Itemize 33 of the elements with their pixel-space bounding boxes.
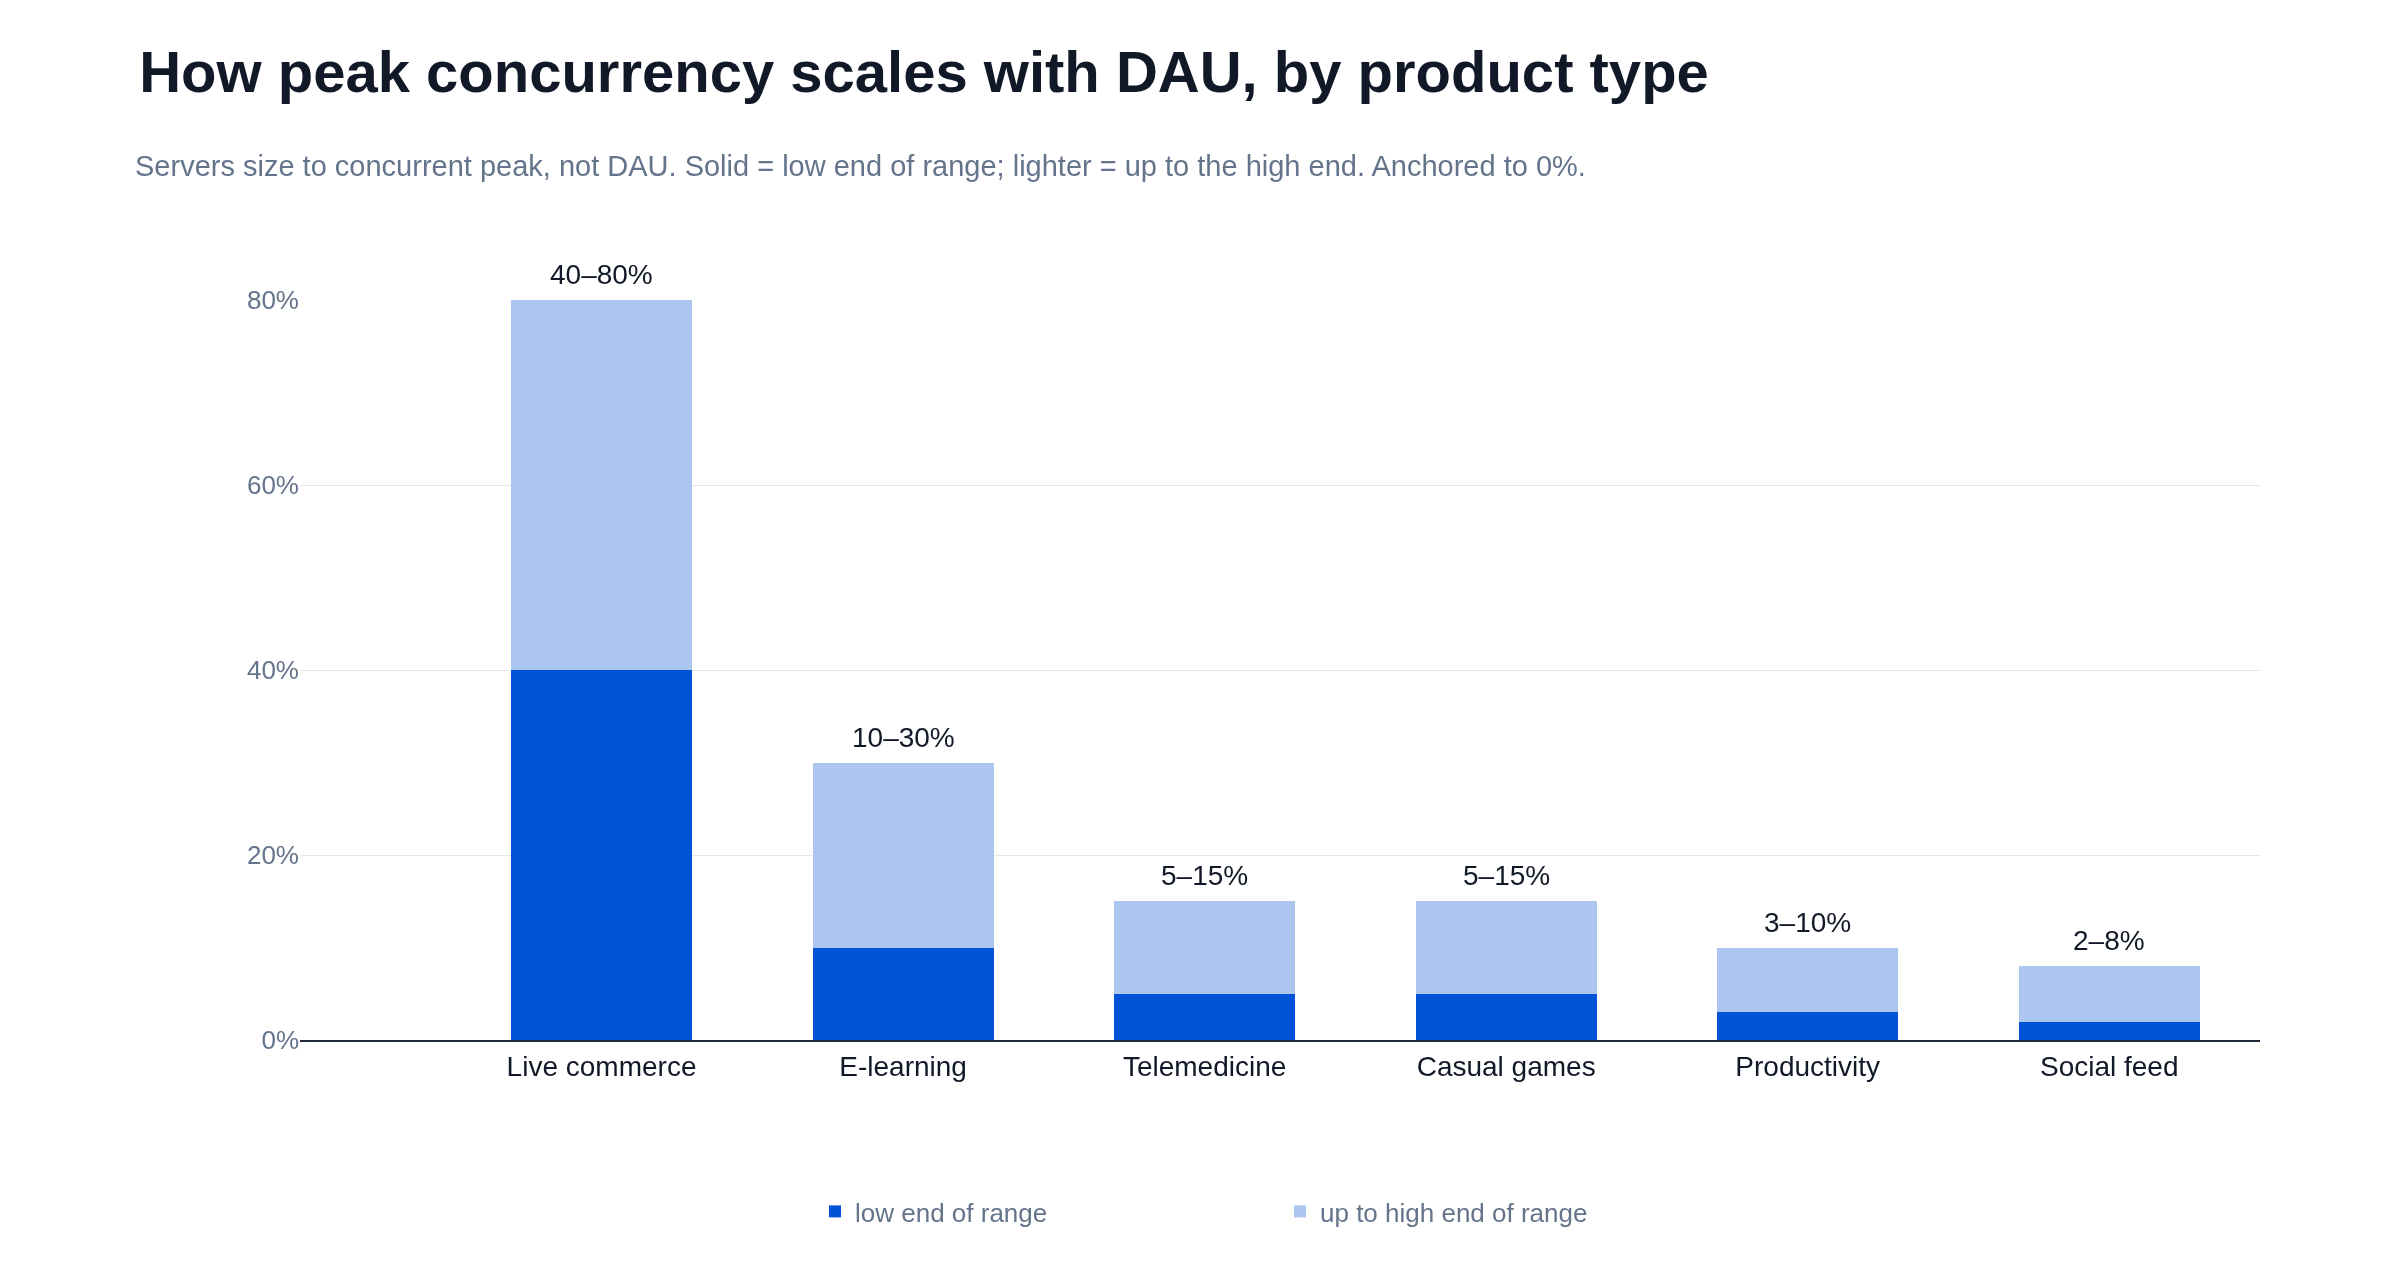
bar xyxy=(511,670,692,1040)
chart-subtitle: Servers size to concurrent peak, not DAU. Solid = low end of range; lighter = up to the high end. Anchored to 0%. xyxy=(135,150,1586,182)
chart-title: How peak concurrency scales with DAU, by product type xyxy=(139,38,1709,104)
x-tick-label: Productivity xyxy=(1735,1050,1881,1082)
legend-label: low end of range xyxy=(855,1197,1048,1228)
x-tick-label: Live commerce xyxy=(506,1050,697,1082)
y-tick-label: 80% xyxy=(246,285,299,316)
bar xyxy=(2018,1021,2200,1040)
x-tick-label: E-learning xyxy=(839,1050,967,1082)
x-tick-label: Telemedicine xyxy=(1122,1050,1287,1082)
total-label: 5–15% xyxy=(1463,860,1551,891)
bar xyxy=(1415,993,1597,1040)
bar xyxy=(812,762,994,948)
total-label: 3–10% xyxy=(1764,907,1852,938)
total-label: 2–8% xyxy=(2073,925,2145,956)
bar xyxy=(1114,993,1296,1040)
bar xyxy=(812,947,994,1040)
x-tick-label: Social feed xyxy=(2039,1050,2179,1082)
legend-label: up to high end of range xyxy=(1320,1197,1588,1228)
y-tick-label: 60% xyxy=(246,470,299,501)
y-tick-label: 0% xyxy=(261,1025,299,1056)
y-tick-label: 40% xyxy=(246,655,299,686)
total-label: 5–15% xyxy=(1161,860,1249,891)
x-tick-label: Casual games xyxy=(1416,1050,1596,1082)
bar xyxy=(511,300,692,670)
total-label: 10–30% xyxy=(852,722,955,753)
y-tick-label: 20% xyxy=(246,840,299,871)
bar xyxy=(1717,1012,1899,1040)
total-label: 40–80% xyxy=(550,259,653,290)
bar xyxy=(2018,966,2200,1022)
bar xyxy=(1415,901,1597,994)
bar xyxy=(1717,947,1899,1013)
bar xyxy=(1114,901,1296,994)
